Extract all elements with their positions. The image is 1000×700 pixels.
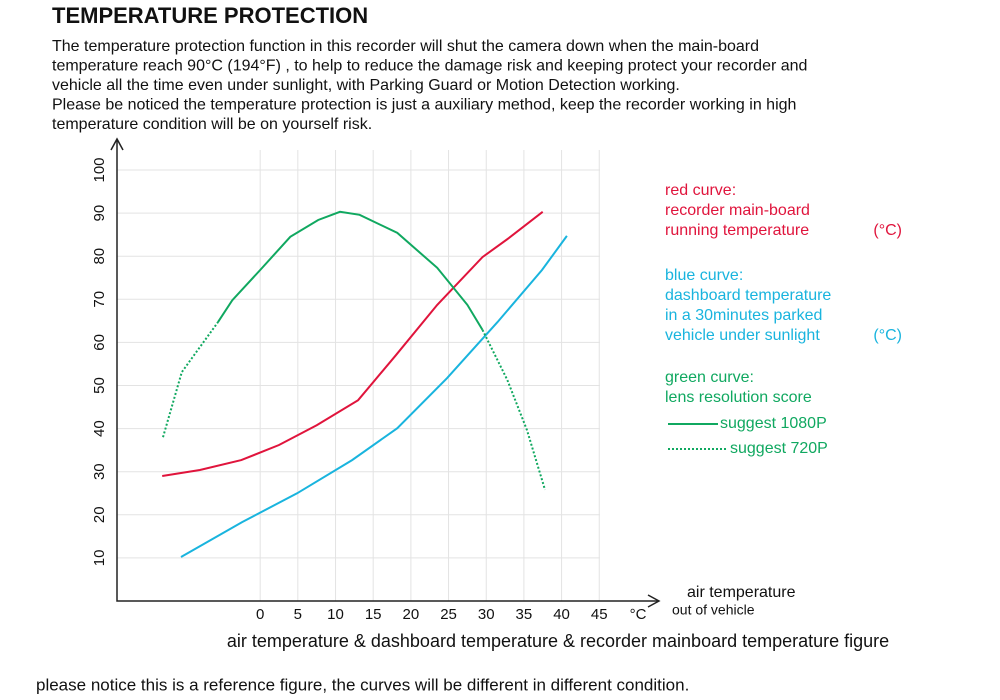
x-axis-label: air temperature xyxy=(687,584,796,601)
x-tick-label: 0 xyxy=(256,606,264,623)
series-line xyxy=(162,211,544,477)
legend-line: recorder main-board xyxy=(665,202,810,219)
legend-line: vehicle under sunlight xyxy=(665,327,820,344)
series-line xyxy=(180,235,568,558)
y-tick-label: 30 xyxy=(91,463,108,480)
y-tick-label: 70 xyxy=(91,291,108,308)
legend-unit: (°C) xyxy=(873,327,902,344)
intro-line: vehicle all the time even under sunlight… xyxy=(52,77,680,94)
legend-title: red curve: xyxy=(665,182,736,199)
x-tick-label: 25 xyxy=(440,606,457,623)
legend-label: suggest 720P xyxy=(730,440,828,457)
legend-label: suggest 1080P xyxy=(720,415,827,432)
x-tick-label: 40 xyxy=(553,606,570,623)
x-tick-label: 15 xyxy=(365,606,382,623)
intro-line: temperature condition will be on yoursel… xyxy=(52,116,372,133)
heading: TEMPERATURE PROTECTION xyxy=(52,3,368,28)
x-tick-label: 45 xyxy=(591,606,608,623)
legend-line: running temperature xyxy=(665,222,809,239)
axis-arrow xyxy=(110,137,661,608)
x-unit: °C xyxy=(630,606,647,623)
legend-line: in a 30minutes parked xyxy=(665,307,822,324)
x-tick-label: 20 xyxy=(403,606,420,623)
intro: The temperature protection function in t… xyxy=(52,38,807,133)
legend-line: dashboard temperature xyxy=(665,287,831,304)
series-line xyxy=(162,321,546,491)
series-line xyxy=(217,210,484,331)
y-tick-label: 20 xyxy=(91,506,108,523)
x-tick-label: 10 xyxy=(327,606,344,623)
chart: 10 20 30 40 50 60 70 80 90 100 0 5 10 15 20 25 30 35 40 45 °… xyxy=(91,137,902,623)
y-tick-label: 100 xyxy=(91,157,108,182)
y-tick-label: 80 xyxy=(91,248,108,265)
y-tick-label: 10 xyxy=(91,550,108,567)
legend-unit: (°C) xyxy=(873,222,902,239)
legend-title: blue curve: xyxy=(665,267,743,284)
intro-line: Please be noticed the temperature protec… xyxy=(52,97,796,114)
intro-line: The temperature protection function in t… xyxy=(52,38,759,55)
y-tick-label: 90 xyxy=(91,205,108,222)
x-tick-label: 5 xyxy=(294,606,302,623)
legend-title: lens resolution score xyxy=(665,389,812,406)
legend-title: green curve: xyxy=(665,369,754,386)
x-axis-label: out of vehicle xyxy=(672,602,755,618)
footnote: please notice this is a reference figure… xyxy=(36,675,689,694)
x-tick-label: 35 xyxy=(516,606,533,623)
y-tick-label: 60 xyxy=(91,334,108,351)
chart-title: air temperature & dashboard temperature … xyxy=(227,631,889,651)
intro-line: temperature reach 90°C (194°F) , to help… xyxy=(52,58,807,75)
axes xyxy=(116,140,658,602)
x-tick-label: 30 xyxy=(478,606,495,623)
y-tick-label: 50 xyxy=(91,377,108,394)
y-tick-label: 40 xyxy=(91,420,108,437)
